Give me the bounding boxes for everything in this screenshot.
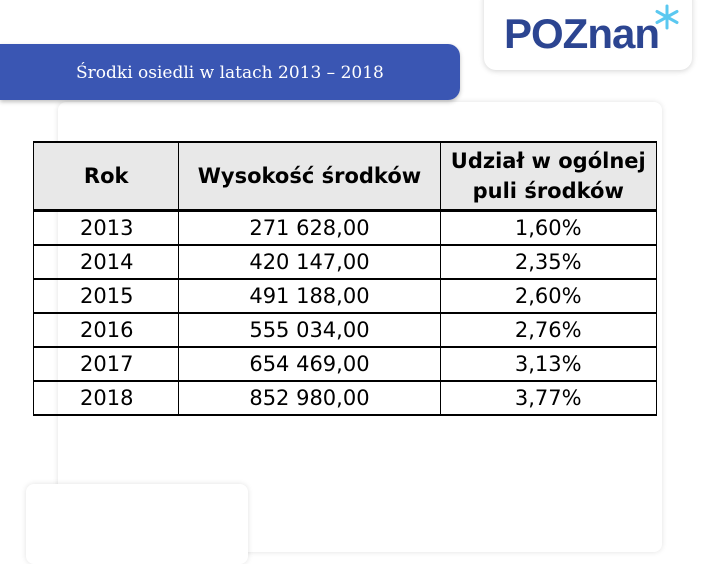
table-header-row: Rok Wysokość środków Udział w ogólnej pu…: [32, 141, 658, 212]
table-row: 2015 491 188,00 2,60%: [32, 279, 658, 314]
cell-amount: 555 034,00: [178, 313, 441, 348]
cell-amount: 852 980,00: [178, 381, 441, 416]
table-row: 2017 654 469,00 3,13%: [32, 347, 658, 382]
header-amount: Wysokość środków: [178, 141, 441, 212]
cell-share: 2,76%: [439, 313, 658, 348]
title-bar: [0, 44, 460, 100]
asterisk-icon: [655, 4, 679, 30]
cell-year: 2013: [32, 210, 180, 246]
footer-card: [26, 484, 248, 564]
table-row: 2016 555 034,00 2,76%: [32, 313, 658, 348]
cell-amount: 654 469,00: [178, 347, 441, 382]
header-year: Rok: [32, 141, 180, 212]
table-row: 2014 420 147,00 2,35%: [32, 245, 658, 280]
cell-year: 2016: [32, 313, 180, 348]
cell-share: 3,13%: [439, 347, 658, 382]
cell-share: 3,77%: [439, 381, 658, 416]
poznan-logo: POZnan: [504, 10, 660, 57]
cell-year: 2015: [32, 279, 180, 314]
cell-amount: 271 628,00: [178, 210, 441, 246]
slide-title: Środki osiedli w latach 2013 – 2018: [76, 63, 384, 83]
cell-share: 2,60%: [439, 279, 658, 314]
cell-year: 2014: [32, 245, 180, 280]
funds-table: Rok Wysokość środków Udział w ogólnej pu…: [32, 141, 658, 416]
cell-share: 1,60%: [439, 210, 658, 246]
cell-amount: 420 147,00: [178, 245, 441, 280]
cell-amount: 491 188,00: [178, 279, 441, 314]
header-share: Udział w ogólnej puli środków: [439, 141, 658, 212]
cell-share: 2,35%: [439, 245, 658, 280]
header-share-line1: Udział w ogólnej: [450, 149, 646, 173]
cell-year: 2018: [32, 381, 180, 416]
table-row: 2018 852 980,00 3,77%: [32, 381, 658, 416]
header-share-line2: puli środków: [472, 179, 624, 203]
cell-year: 2017: [32, 347, 180, 382]
table-row: 2013 271 628,00 1,60%: [32, 210, 658, 246]
